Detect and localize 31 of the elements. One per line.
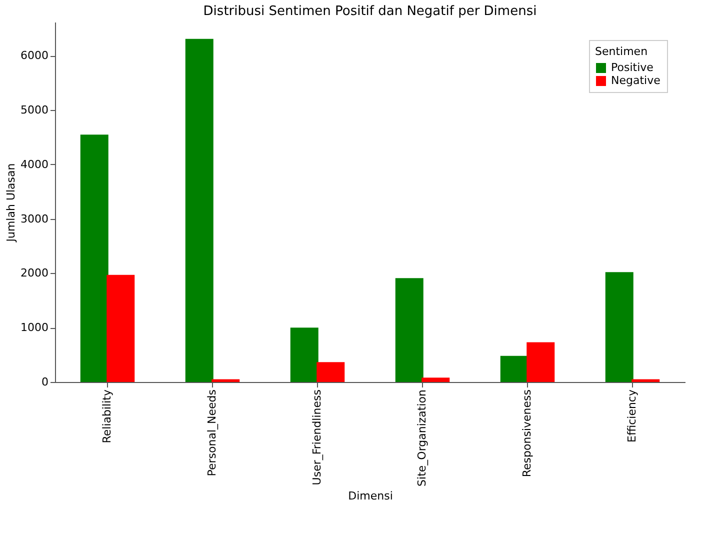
bar	[106, 274, 135, 382]
y-tick-label: 4000	[20, 158, 48, 171]
x-tick-label: Responsiveness	[520, 389, 534, 478]
bar	[316, 362, 345, 382]
bar	[212, 379, 240, 382]
bar	[290, 328, 318, 382]
bar	[632, 379, 660, 382]
bar	[500, 356, 528, 382]
bar	[395, 278, 424, 382]
x-tick-label: Efficiency	[626, 389, 638, 442]
bar	[422, 378, 450, 382]
y-tick-label: 0	[42, 376, 48, 388]
bar	[526, 342, 555, 382]
x-tick-label: Reliability	[100, 389, 114, 444]
legend-label: Positive	[611, 61, 654, 74]
chart-title: Distribusi Sentimen Positif dan Negatif per Dimensi	[203, 4, 537, 19]
x-tick-label: User_Friendliness	[310, 389, 324, 486]
y-axis-title: Jumlah Ulasan	[4, 163, 18, 243]
y-tick-label: 5000	[20, 104, 48, 117]
legend-label: Negative	[611, 74, 661, 87]
x-axis-title: Dimensi	[348, 489, 393, 502]
y-tick-label: 3000	[20, 212, 48, 226]
x-tick-label: Site_Organization	[416, 389, 428, 486]
bar	[80, 134, 108, 382]
bar	[185, 38, 214, 382]
bar	[605, 272, 634, 382]
x-tick-label: Personal_Needs	[206, 389, 218, 476]
y-tick-label: 6000	[20, 49, 48, 62]
legend-title: Sentimen	[595, 45, 648, 58]
y-tick-label: 1000	[20, 321, 48, 334]
y-tick-label: 2000	[20, 266, 48, 280]
